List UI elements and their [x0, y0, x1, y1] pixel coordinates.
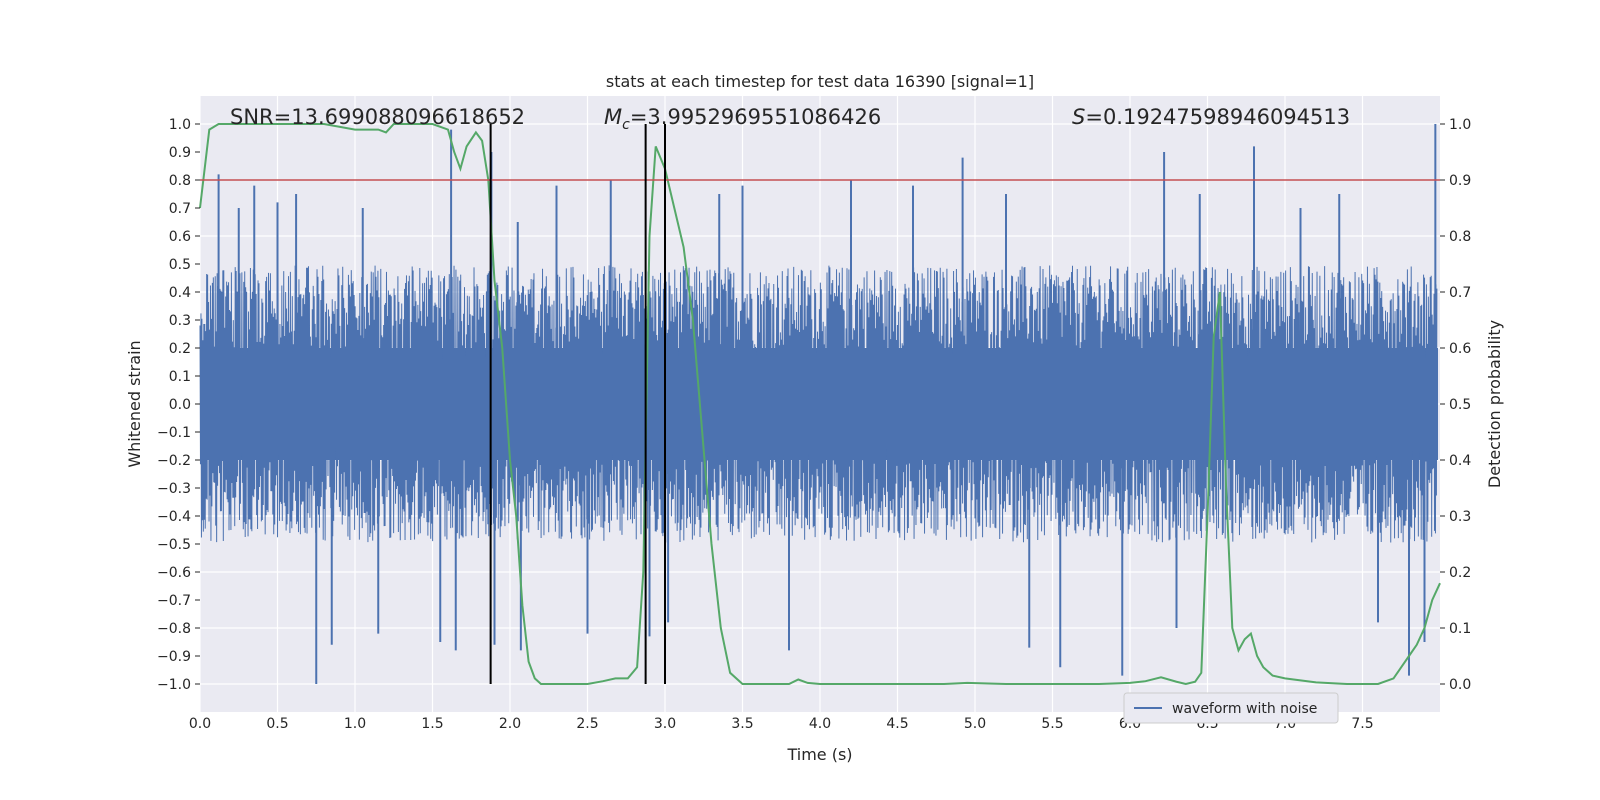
y-left-tick-label-14: −0.4: [157, 509, 191, 525]
y-axis-left-label: Whitened strain: [125, 340, 144, 467]
y-right-tick-label-9: 0.1: [1449, 621, 1471, 637]
y-left-tick-label-11: −0.1: [157, 425, 191, 441]
chirp-mass-subscript: c: [622, 117, 630, 133]
y-right-tick-label-4: 0.6: [1449, 341, 1471, 357]
s-value: =0.19247598946094513: [1085, 105, 1350, 129]
y-left-tick-label-20: −1.0: [157, 677, 191, 693]
chirp-mass-annotation: Mc=3.9952969551086426: [604, 105, 881, 133]
y-left-tick-label-16: −0.6: [157, 565, 191, 581]
x-tick-label-3: 1.5: [421, 716, 443, 732]
s-annotation: S=0.19247598946094513: [1072, 105, 1350, 129]
noise-trace: [199, 265, 1438, 543]
y-left-tick-label-7: 0.3: [169, 313, 191, 329]
chirp-mass-symbol: M: [604, 105, 622, 129]
y-left-tick-label-15: −0.5: [157, 537, 191, 553]
noise-waveform-series: [199, 124, 1438, 684]
detection-probability-series: [199, 123, 1441, 686]
x-tick-label-9: 4.5: [886, 716, 908, 732]
legend-entry-waveform: waveform with noise: [1172, 701, 1317, 717]
y-right-tick-label-6: 0.4: [1449, 453, 1471, 469]
y-axis-left-ticks: 1.0 0.9 0.8 0.7 0.6 0.5 0.4 0.3 0.2 0.1 0.0 −0.1 −0.…: [157, 117, 200, 693]
y-axis-right-ticks: 1.0 0.9 0.8 0.7 0.6 0.5 0.4 0.3 0.2 0.1 0.0: [1440, 117, 1471, 693]
chirp-mass-value: =3.9952969551086426: [630, 105, 881, 129]
x-tick-label-0: 0.0: [189, 716, 211, 732]
detection-probability-line: [199, 123, 1441, 686]
chart-title: stats at each timestep for test data 163…: [606, 72, 1034, 91]
y-axis-right-label: Detection probability: [1485, 320, 1504, 488]
y-right-tick-label-2: 0.8: [1449, 229, 1471, 245]
y-right-tick-label-10: 0.0: [1449, 677, 1471, 693]
x-tick-label-15: 7.5: [1351, 716, 1373, 732]
y-right-tick-label-7: 0.3: [1449, 509, 1471, 525]
y-left-tick-label-9: 0.1: [169, 369, 191, 385]
y-left-tick-label-19: −0.9: [157, 649, 191, 665]
y-right-tick-label-0: 1.0: [1449, 117, 1471, 133]
x-tick-label-4: 2.0: [499, 716, 521, 732]
x-axis-label: Time (s): [786, 745, 852, 764]
s-symbol: S: [1072, 105, 1085, 129]
y-left-tick-label-4: 0.6: [169, 229, 191, 245]
y-left-tick-label-0: 1.0: [169, 117, 191, 133]
y-left-tick-label-18: −0.8: [157, 621, 191, 637]
y-right-tick-label-3: 0.7: [1449, 285, 1471, 301]
x-tick-label-6: 3.0: [654, 716, 676, 732]
y-left-tick-label-1: 0.9: [169, 145, 191, 161]
vertical-marker-lines: [489, 124, 666, 684]
y-left-tick-label-3: 0.7: [169, 201, 191, 217]
x-tick-label-8: 4.0: [809, 716, 831, 732]
x-tick-label-11: 5.5: [1041, 716, 1063, 732]
legend-box: [1123, 692, 1339, 724]
x-tick-label-2: 1.0: [344, 716, 366, 732]
y-right-tick-label-5: 0.5: [1449, 397, 1471, 413]
y-left-tick-label-2: 0.8: [169, 173, 191, 189]
snr-annotation: SNR=13.699088096618652: [230, 105, 525, 129]
y-left-tick-label-6: 0.4: [169, 285, 191, 301]
y-right-tick-label-8: 0.2: [1449, 565, 1471, 581]
x-tick-label-1: 0.5: [266, 716, 288, 732]
y-left-tick-label-8: 0.2: [169, 341, 191, 357]
y-left-tick-label-13: −0.3: [157, 481, 191, 497]
y-right-tick-label-1: 0.9: [1449, 173, 1471, 189]
legend: waveform with noise: [1123, 692, 1339, 724]
x-tick-label-5: 2.5: [576, 716, 598, 732]
x-tick-label-10: 5.0: [964, 716, 986, 732]
y-left-tick-label-10: 0.0: [169, 397, 191, 413]
y-left-tick-label-17: −0.7: [157, 593, 191, 609]
y-left-tick-label-5: 0.5: [169, 257, 191, 273]
y-left-tick-label-12: −0.2: [157, 453, 191, 469]
x-tick-label-7: 3.5: [731, 716, 753, 732]
